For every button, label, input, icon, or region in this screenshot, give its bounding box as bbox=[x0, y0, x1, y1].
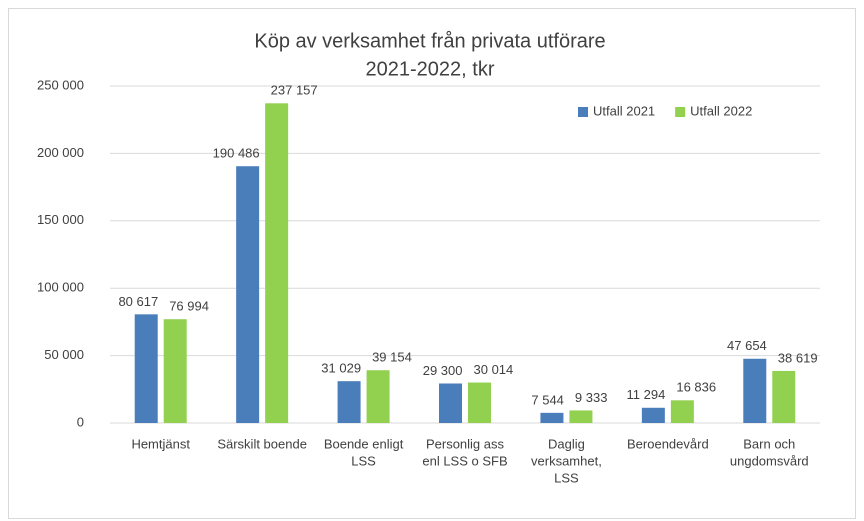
data-label: 190 486 bbox=[213, 146, 260, 161]
data-label: 39 154 bbox=[372, 350, 412, 365]
x-tick-label: Hemtjänst bbox=[131, 436, 190, 451]
x-tick-label: LSS bbox=[351, 453, 376, 468]
bar bbox=[670, 400, 694, 423]
legend-swatch bbox=[675, 107, 686, 117]
data-label: 237 157 bbox=[271, 83, 318, 98]
data-label: 30 014 bbox=[474, 362, 514, 377]
x-tick-label: Daglig bbox=[548, 436, 585, 451]
data-label: 7 544 bbox=[531, 392, 564, 407]
x-tick-label: ungdomsvård bbox=[730, 453, 809, 468]
x-tick-label: Boende enligt bbox=[324, 436, 404, 451]
data-label: 29 300 bbox=[423, 363, 463, 378]
legend-label: Utfall 2022 bbox=[690, 103, 752, 118]
bar bbox=[236, 166, 260, 424]
x-tick-label: Personlig ass bbox=[426, 436, 505, 451]
bar bbox=[265, 103, 289, 423]
data-label: 76 994 bbox=[169, 299, 209, 314]
bar bbox=[772, 370, 796, 423]
data-label: 80 617 bbox=[118, 294, 158, 309]
y-tick-label: 200 000 bbox=[37, 145, 84, 160]
bar bbox=[366, 370, 390, 423]
x-tick-label: Beroendevård bbox=[627, 436, 709, 451]
data-label: 47 654 bbox=[727, 338, 767, 353]
data-label: 16 836 bbox=[676, 380, 716, 395]
data-label: 11 294 bbox=[627, 387, 666, 402]
x-tick-label: Barn och bbox=[743, 436, 795, 451]
chart-title: Köp av verksamhet från privata utförare bbox=[254, 30, 605, 52]
data-label: 31 029 bbox=[321, 361, 361, 376]
y-tick-label: 250 000 bbox=[37, 77, 84, 92]
y-tick-label: 0 bbox=[77, 414, 84, 429]
bar bbox=[641, 407, 665, 423]
bar bbox=[540, 412, 564, 423]
x-tick-label: Särskilt boende bbox=[217, 436, 307, 451]
legend-swatch bbox=[578, 107, 588, 117]
y-tick-label: 100 000 bbox=[37, 280, 84, 295]
bar bbox=[743, 358, 767, 423]
bar bbox=[468, 382, 491, 423]
bar bbox=[439, 383, 462, 423]
chart-subtitle: 2021-2022, tkr bbox=[366, 58, 495, 80]
bar bbox=[569, 410, 593, 423]
data-label: 38 619 bbox=[778, 350, 818, 365]
x-tick-label: enl LSS o SFB bbox=[422, 453, 507, 468]
data-label: 9 333 bbox=[575, 390, 608, 405]
bar bbox=[134, 314, 158, 423]
x-tick-label: LSS bbox=[554, 470, 579, 485]
y-tick-label: 150 000 bbox=[37, 212, 84, 227]
chart-border bbox=[8, 8, 856, 519]
legend-label: Utfall 2021 bbox=[593, 103, 655, 118]
x-tick-label: verksamhet, bbox=[531, 453, 602, 468]
bar bbox=[163, 319, 187, 423]
y-tick-label: 50 000 bbox=[44, 347, 84, 362]
bar bbox=[337, 381, 361, 423]
